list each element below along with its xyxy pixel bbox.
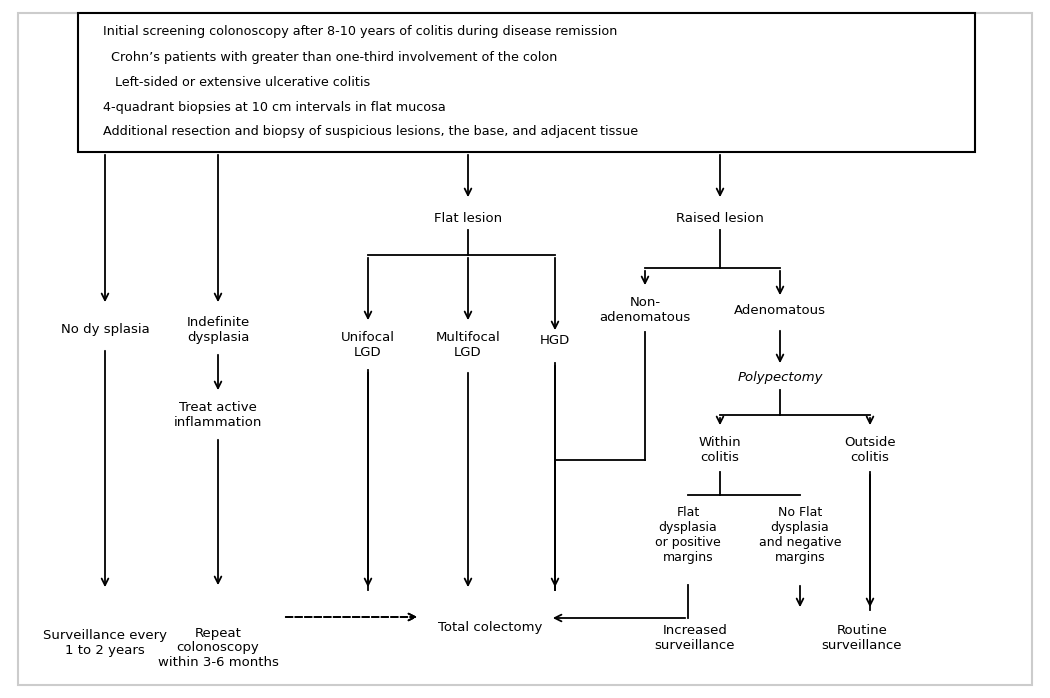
Text: 4-quadrant biopsies at 10 cm intervals in flat mucosa: 4-quadrant biopsies at 10 cm intervals i…	[94, 101, 446, 114]
Text: Total colectomy: Total colectomy	[438, 621, 542, 634]
Text: Routine
surveillance: Routine surveillance	[822, 624, 902, 652]
Text: Indefinite
dysplasia: Indefinite dysplasia	[187, 316, 250, 344]
Text: Initial screening colonoscopy after 8-10 years of colitis during disease remissi: Initial screening colonoscopy after 8-10…	[94, 26, 617, 38]
Text: Within
colitis: Within colitis	[698, 436, 741, 464]
Text: Crohn’s patients with greater than one-third involvement of the colon: Crohn’s patients with greater than one-t…	[94, 52, 558, 64]
Text: Unifocal
LGD: Unifocal LGD	[341, 331, 395, 359]
Bar	[78, 13, 975, 152]
Text: No dy splasia: No dy splasia	[61, 323, 149, 336]
Text: Flat lesion: Flat lesion	[434, 211, 502, 225]
Text: Raised lesion: Raised lesion	[676, 211, 764, 225]
Text: Multifocal
LGD: Multifocal LGD	[436, 331, 501, 359]
Text: Adenomatous: Adenomatous	[734, 304, 826, 316]
Text: Treat active
inflammation: Treat active inflammation	[174, 401, 262, 429]
Text: Outside
colitis: Outside colitis	[844, 436, 896, 464]
Text: HGD: HGD	[540, 334, 570, 346]
Text: Repeat
colonoscopy
within 3-6 months: Repeat colonoscopy within 3-6 months	[158, 627, 278, 669]
Text: No Flat
dysplasia
and negative
margins: No Flat dysplasia and negative margins	[759, 506, 841, 564]
Text: Flat
dysplasia
or positive
margins: Flat dysplasia or positive margins	[655, 506, 721, 564]
Text: Surveillance every
1 to 2 years: Surveillance every 1 to 2 years	[43, 629, 167, 657]
Text: Polypectomy: Polypectomy	[737, 371, 823, 385]
Text: Non-
adenomatous: Non- adenomatous	[600, 296, 691, 324]
Text: Additional resection and biopsy of suspicious lesions, the base, and adjacent ti: Additional resection and biopsy of suspi…	[94, 126, 638, 138]
Text: Increased
surveillance: Increased surveillance	[655, 624, 735, 652]
Text: Left-sided or extensive ulcerative colitis: Left-sided or extensive ulcerative colit…	[94, 77, 371, 89]
